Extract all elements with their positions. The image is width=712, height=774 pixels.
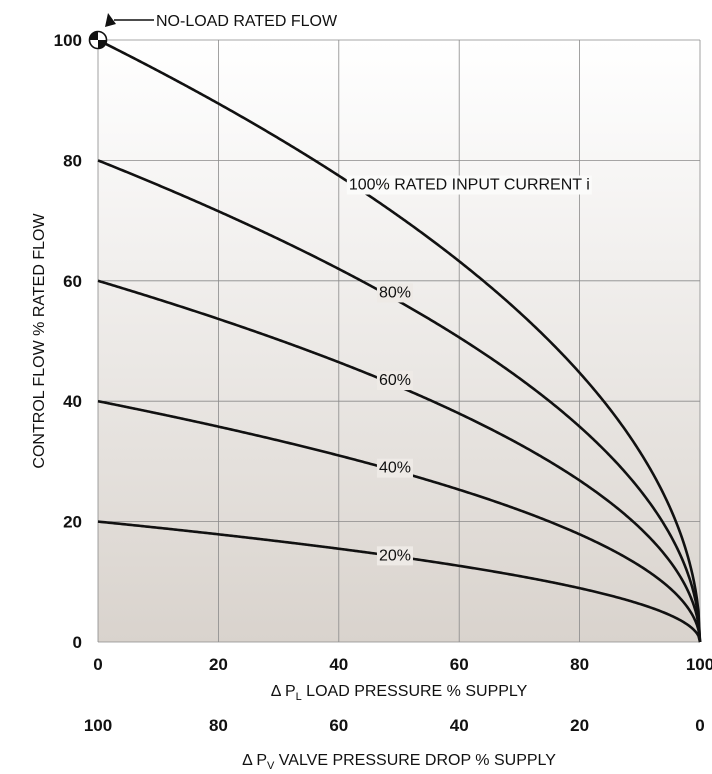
x-tick-label: 40: [329, 655, 348, 674]
series-label-bg: [376, 546, 413, 566]
x2-tick-label: 0: [695, 716, 704, 735]
x-tick-label: 60: [450, 655, 469, 674]
x2-tick-label: 100: [84, 716, 112, 735]
y-tick-label: 20: [63, 513, 82, 532]
x-tick-label: 100: [686, 655, 712, 674]
no-load-annotation: NO-LOAD RATED FLOW: [156, 13, 338, 30]
x2-tick-label: 40: [450, 716, 469, 735]
x-axis-label: Δ PL LOAD PRESSURE % SUPPLY: [271, 683, 528, 703]
y-tick-labels: 0 20 40 60 80 100: [54, 31, 82, 652]
series-label: 40%: [379, 460, 411, 477]
x-tick-label: 0: [93, 655, 102, 674]
no-load-marker: [88, 13, 154, 50]
series-label-bg: [346, 175, 592, 195]
y-tick-label: 100: [54, 31, 82, 50]
x-tick-label: 20: [209, 655, 228, 674]
x2-tick-label: 20: [570, 716, 589, 735]
x2-tick-label: 80: [209, 716, 228, 735]
y-tick-label: 40: [63, 392, 82, 411]
x-tick-labels: 0 20 40 60 80 100: [93, 655, 712, 674]
y-tick-label: 0: [73, 633, 82, 652]
series-line: [97, 38, 702, 643]
curve-labels: 100% RATED INPUT CURRENT i 80% 60% 40% 20%: [346, 175, 592, 566]
series-label-bg: [376, 283, 413, 303]
y-tick-label: 80: [63, 151, 82, 170]
plot-area: [98, 40, 700, 642]
series-label-bg: [376, 371, 413, 391]
series-label: 60%: [379, 372, 411, 389]
series-label-bg: [376, 458, 413, 478]
series-label: 80%: [379, 284, 411, 301]
x2-tick-label: 60: [329, 716, 348, 735]
annotation-arrow-icon: [105, 13, 116, 27]
x2-tick-labels: 100 80 60 40 20 0: [84, 716, 705, 735]
y-tick-label: 60: [63, 272, 82, 291]
y-axis-label: CONTROL FLOW % RATED FLOW: [31, 213, 48, 469]
x-tick-label: 80: [570, 655, 589, 674]
grid: [97, 39, 701, 643]
x2-axis-label: Δ PV VALVE PRESSURE DROP % SUPPLY: [242, 752, 556, 772]
series-label: 20%: [379, 547, 411, 564]
series-label: 100% RATED INPUT CURRENT i: [349, 177, 590, 194]
